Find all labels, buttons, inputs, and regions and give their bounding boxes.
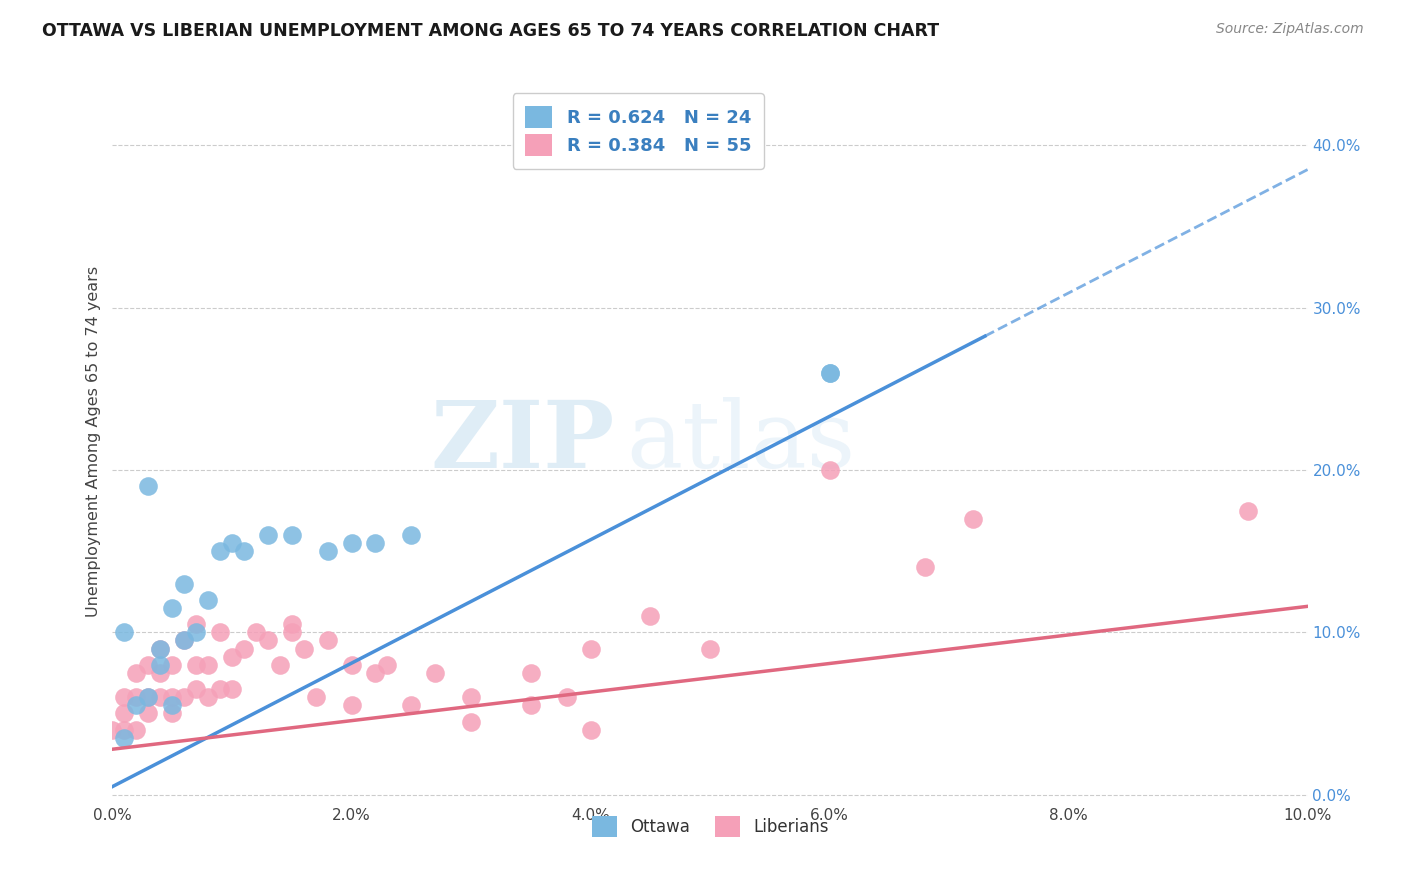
Point (149, 690, 172, 705)
Point (316, 544, 339, 558)
Point (377, 657, 399, 672)
Point (221, 682, 243, 697)
Point (579, 723, 602, 737)
Point (162, 601, 183, 615)
Point (221, 649, 243, 664)
Point (1237, 503, 1260, 517)
Point (555, 690, 578, 705)
Point (364, 536, 387, 550)
Point (138, 479, 160, 493)
Point (340, 698, 363, 713)
Point (173, 690, 195, 705)
Text: Source: ZipAtlas.com: Source: ZipAtlas.com (1216, 22, 1364, 37)
Point (173, 633, 195, 648)
Point (114, 731, 135, 745)
Point (162, 706, 183, 721)
Point (186, 625, 208, 640)
Point (162, 698, 183, 713)
Text: atlas: atlas (627, 397, 856, 486)
Point (316, 633, 339, 648)
Point (520, 698, 543, 713)
Point (640, 609, 662, 624)
Point (401, 528, 423, 542)
Point (340, 536, 363, 550)
Text: ZIP: ZIP (430, 397, 614, 486)
Point (114, 706, 135, 721)
Point (138, 657, 160, 672)
Point (257, 528, 280, 542)
Point (197, 657, 219, 672)
Point (914, 560, 936, 574)
Point (699, 641, 721, 656)
Point (209, 625, 232, 640)
Point (818, 463, 841, 477)
Point (340, 657, 363, 672)
Legend: Ottawa, Liberians: Ottawa, Liberians (583, 808, 837, 845)
Point (221, 536, 243, 550)
Point (114, 723, 135, 737)
Point (125, 665, 148, 680)
Point (460, 714, 482, 729)
Point (209, 682, 232, 697)
Text: OTTAWA VS LIBERIAN UNEMPLOYMENT AMONG AGES 65 TO 74 YEARS CORRELATION CHART: OTTAWA VS LIBERIAN UNEMPLOYMENT AMONG AG… (42, 22, 939, 40)
Point (138, 690, 160, 705)
Point (257, 633, 280, 648)
Point (818, 366, 841, 380)
Point (101, 723, 124, 737)
Point (209, 544, 232, 558)
Point (281, 617, 304, 632)
Point (425, 665, 447, 680)
Point (149, 641, 172, 656)
Point (138, 690, 160, 705)
Point (245, 625, 267, 640)
Point (818, 366, 841, 380)
Point (197, 592, 219, 607)
Point (364, 665, 387, 680)
Point (173, 576, 195, 591)
Point (125, 698, 148, 713)
Point (460, 690, 482, 705)
Point (269, 657, 291, 672)
Point (149, 657, 172, 672)
Point (401, 698, 423, 713)
Point (162, 657, 183, 672)
Point (281, 625, 304, 640)
Point (149, 641, 172, 656)
Point (233, 641, 256, 656)
Point (114, 625, 135, 640)
Point (114, 690, 135, 705)
Point (579, 641, 602, 656)
Point (233, 544, 256, 558)
Point (292, 641, 315, 656)
Point (520, 665, 543, 680)
Y-axis label: Unemployment Among Ages 65 to 74 years: Unemployment Among Ages 65 to 74 years (86, 266, 101, 617)
Point (173, 633, 195, 648)
Point (186, 657, 208, 672)
Point (125, 723, 148, 737)
Point (138, 706, 160, 721)
Point (186, 617, 208, 632)
Point (197, 690, 219, 705)
Point (281, 528, 304, 542)
Point (186, 682, 208, 697)
Point (149, 665, 172, 680)
Point (125, 690, 148, 705)
Point (305, 690, 328, 705)
Point (162, 690, 183, 705)
Point (962, 511, 984, 525)
